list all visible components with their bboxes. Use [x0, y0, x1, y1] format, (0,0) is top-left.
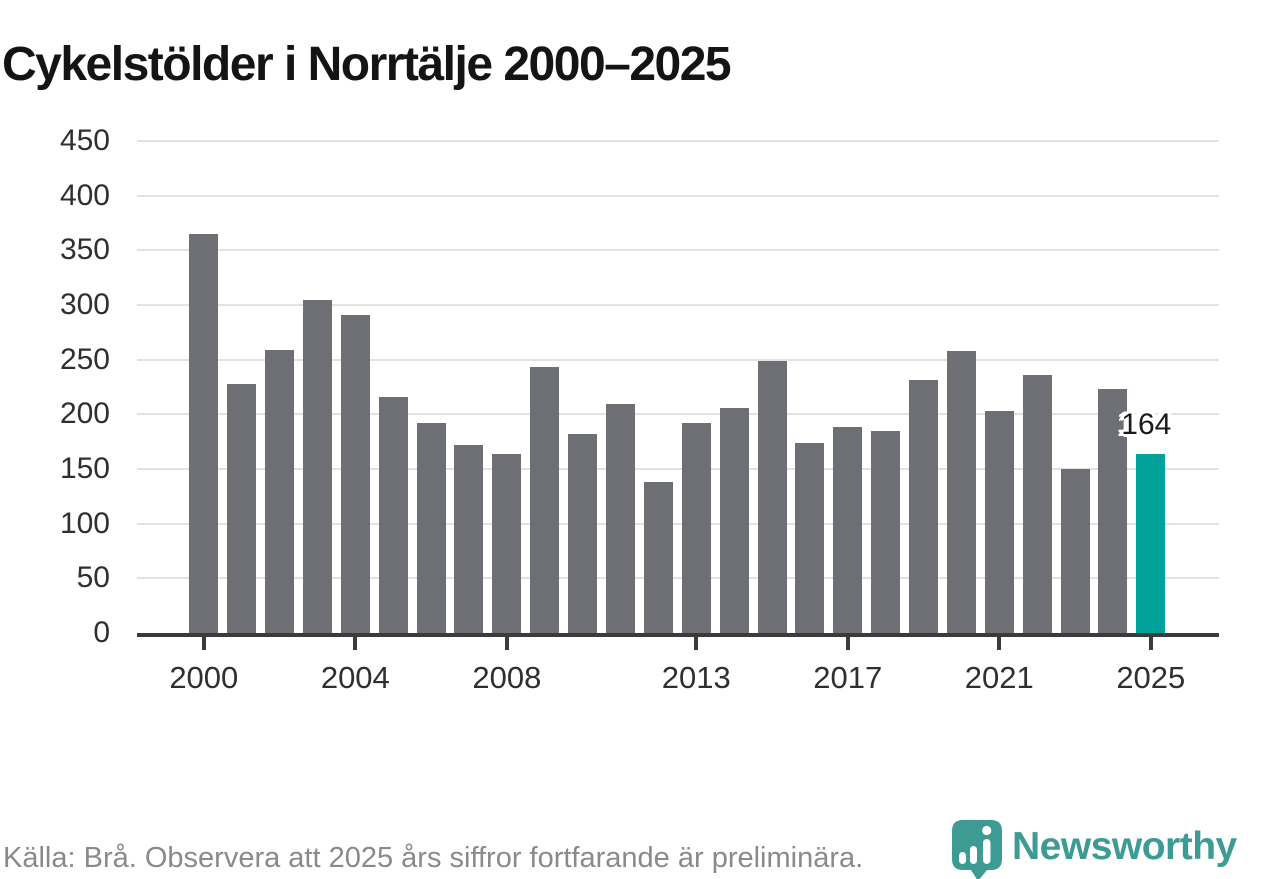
y-axis-label: 450 — [59, 124, 110, 157]
bar-2017 — [833, 427, 863, 633]
y-axis-label: 50 — [76, 561, 110, 595]
x-axis-label: 2004 — [320, 660, 390, 695]
x-axis-label: 2000 — [169, 660, 239, 695]
bar-2000 — [189, 233, 219, 633]
y-axis-label: 300 — [59, 288, 110, 321]
gridline — [137, 577, 1219, 580]
bar-2019 — [909, 380, 939, 633]
y-axis-label: 350 — [59, 233, 110, 267]
value-annotation: 164 — [1121, 407, 1172, 441]
bar-2015 — [757, 360, 787, 633]
x-axis-tick — [504, 637, 509, 650]
x-axis-tick — [353, 637, 358, 650]
y-axis-label: 150 — [59, 452, 110, 485]
bar-2025 — [1136, 453, 1166, 633]
x-axis-tick — [201, 637, 206, 650]
x-axis-tick — [997, 637, 1002, 650]
x-axis-tick — [694, 637, 699, 650]
y-axis-label: 200 — [59, 397, 110, 431]
x-axis-label: 2008 — [472, 660, 542, 695]
bar-2012 — [643, 482, 673, 633]
bar-2003 — [302, 299, 332, 633]
bar-2014 — [719, 407, 749, 633]
bar-2008 — [492, 453, 522, 633]
gridline — [137, 304, 1219, 306]
gridline — [137, 413, 1219, 416]
source-note: Källa: Brå. Observera att 2025 års siffr… — [3, 842, 864, 874]
x-axis-label: 2013 — [661, 660, 731, 695]
bar-2006 — [416, 423, 446, 633]
bar-2021 — [984, 411, 1014, 633]
x-axis-label: 2017 — [813, 660, 883, 695]
bar-2024 — [1098, 389, 1128, 633]
bar-2018 — [871, 430, 901, 633]
gridline — [137, 140, 1219, 142]
brand-wordmark: Newsworthy — [1012, 825, 1237, 868]
bar-2001 — [227, 383, 257, 633]
y-axis-label: 100 — [59, 506, 110, 540]
bar-2016 — [795, 442, 825, 633]
x-axis-label: 2021 — [964, 660, 1034, 695]
bar-2007 — [454, 444, 484, 633]
gridline — [137, 358, 1219, 361]
x-axis-label: 2025 — [1116, 660, 1186, 695]
gridline — [137, 194, 1219, 197]
bar-2011 — [605, 404, 635, 633]
bar-2010 — [568, 434, 598, 633]
newsworthy-logo-icon — [952, 820, 1002, 879]
x-axis-line — [137, 633, 1219, 637]
y-axis-label: 250 — [59, 342, 110, 376]
page-title: Cykelstölder i Norrtälje 2000–2025 — [2, 38, 732, 92]
bar-2022 — [1022, 374, 1052, 633]
x-axis-tick — [1148, 637, 1153, 650]
bar-2005 — [378, 396, 408, 633]
bar-2023 — [1060, 469, 1090, 633]
bar-2004 — [340, 314, 370, 633]
x-axis-tick — [845, 637, 850, 650]
gridline — [137, 522, 1219, 525]
gridline — [137, 468, 1219, 470]
y-axis-label: 0 — [93, 616, 110, 649]
gridline — [137, 249, 1219, 252]
bar-2020 — [946, 350, 976, 633]
bar-2013 — [681, 423, 711, 633]
y-axis-label: 400 — [59, 178, 110, 212]
bar-2002 — [265, 349, 295, 633]
bar-2009 — [530, 367, 560, 633]
